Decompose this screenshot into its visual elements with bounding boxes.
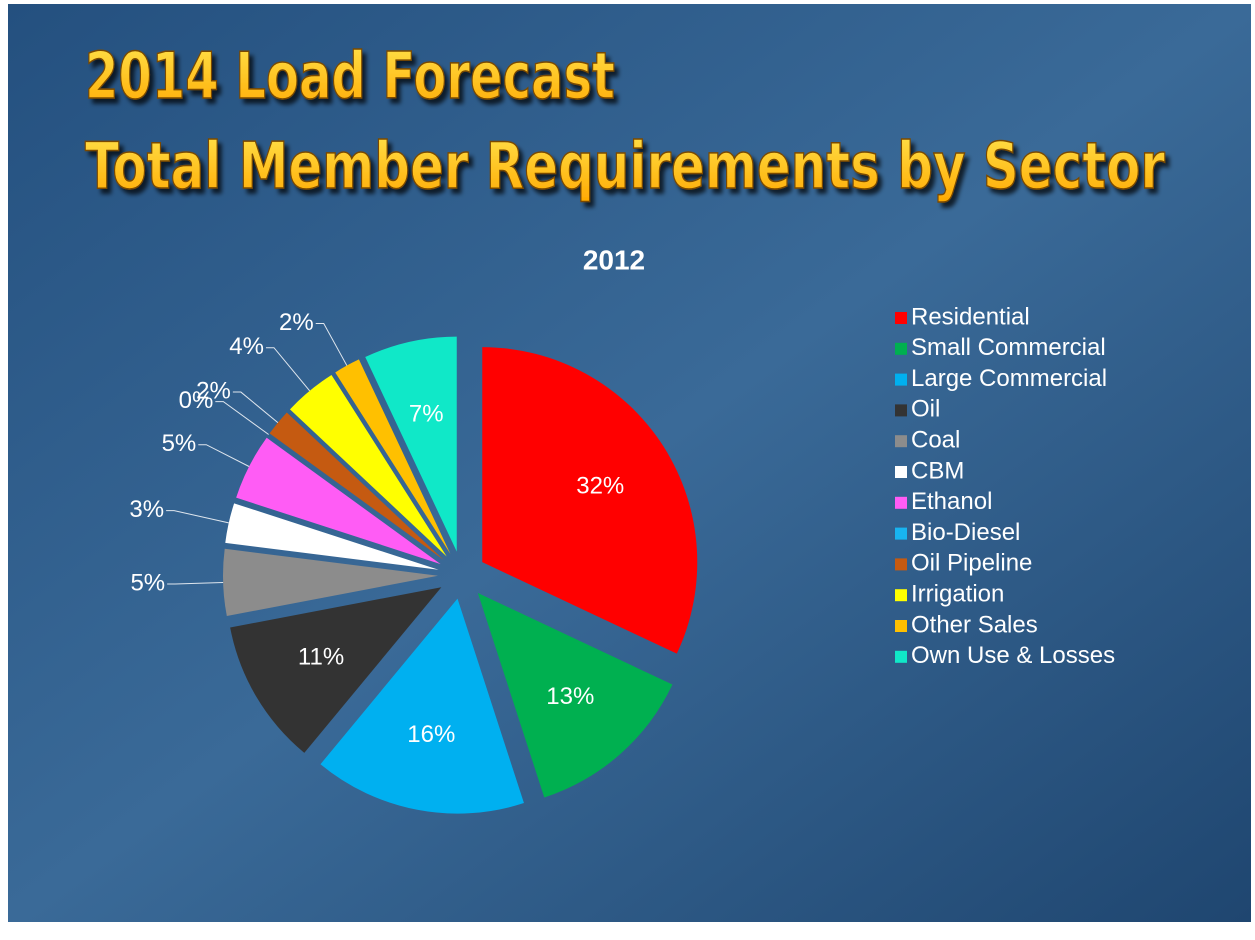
legend-swatch <box>895 558 907 571</box>
legend-label: Oil Pipeline <box>911 550 1032 577</box>
pie-slice <box>230 587 442 753</box>
leader-line <box>167 582 224 585</box>
leader-line <box>215 401 269 435</box>
pie-slice <box>269 412 444 560</box>
legend-swatch <box>895 589 907 602</box>
legend-label: Own Use & Losses <box>911 642 1115 669</box>
legend-label: Ethanol <box>911 488 992 515</box>
legend-swatch <box>895 312 907 324</box>
chart-title: 2012 <box>583 244 645 275</box>
leader-line <box>232 391 279 424</box>
title-line-2: Total Member Requirements by Sector <box>85 130 1165 204</box>
data-label: 2% <box>196 377 231 404</box>
legend-swatch <box>895 435 907 448</box>
title-line-1: 2014 Load Forecast <box>85 40 615 114</box>
leader-line <box>265 347 311 392</box>
legend-label: Bio-Diesel <box>911 519 1020 546</box>
leader-line <box>166 510 229 524</box>
legend-label: Oil <box>911 396 940 423</box>
legend-swatch <box>895 404 907 417</box>
legend-label: Irrigation <box>911 581 1004 608</box>
leader-line <box>315 322 348 366</box>
legend-label: Residential <box>911 303 1030 330</box>
legend-label: Coal <box>911 427 960 454</box>
pie-slice <box>335 359 451 554</box>
data-label: 5% <box>130 569 165 596</box>
title-group: 2014 Load Forecast Total Member Requirem… <box>84 39 1166 205</box>
pie-slice <box>365 336 457 552</box>
legend-swatch <box>895 373 907 386</box>
pie-slice <box>482 347 698 654</box>
data-label: 2% <box>279 309 314 336</box>
data-label: 32% <box>576 473 624 500</box>
pie-slice <box>320 598 524 814</box>
pie-slice <box>225 503 439 570</box>
legend-label: Small Commercial <box>911 334 1106 361</box>
pie-slice <box>236 437 441 565</box>
legend-label: Large Commercial <box>911 365 1107 392</box>
pie-slice <box>223 548 439 617</box>
data-label: 11% <box>298 644 344 671</box>
legend-swatch <box>895 527 907 540</box>
legend-label: Other Sales <box>911 611 1038 638</box>
legend-swatch <box>895 496 907 509</box>
data-label: 16% <box>407 721 455 748</box>
data-label: 5% <box>162 430 197 457</box>
data-label: 0% <box>179 387 214 414</box>
data-label: 3% <box>129 496 164 523</box>
data-label: 13% <box>546 683 594 710</box>
legend-swatch <box>895 466 907 478</box>
pie-slice <box>289 374 447 557</box>
pie-slice <box>477 593 673 798</box>
legend-swatch <box>895 620 907 632</box>
legend-swatch <box>895 650 907 663</box>
data-label: 7% <box>409 401 444 428</box>
legend-swatch <box>895 342 907 355</box>
data-label: 4% <box>229 333 264 360</box>
legend-label: CBM <box>911 457 964 484</box>
leader-line <box>198 444 250 467</box>
